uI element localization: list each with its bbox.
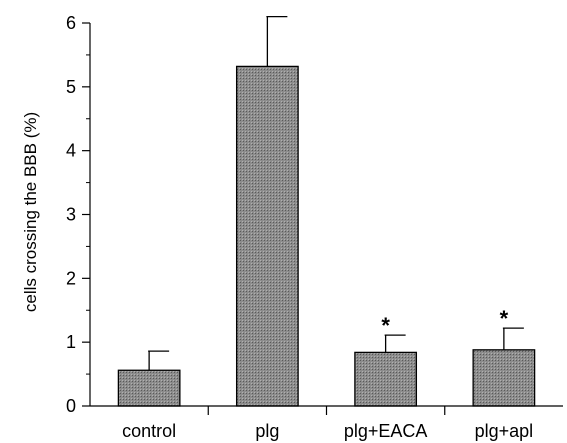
significance-marker: * xyxy=(500,306,509,331)
y-tick-label: 0 xyxy=(66,396,76,416)
significance-marker: * xyxy=(381,313,390,338)
x-category-label: control xyxy=(122,421,176,441)
x-category-label: plg xyxy=(255,421,279,441)
x-category-label: plg+EACA xyxy=(344,421,428,441)
bars: * * xyxy=(117,15,536,407)
bar-3 xyxy=(354,351,418,407)
y-tick-label: 4 xyxy=(66,141,76,161)
y-tick-label: 5 xyxy=(66,77,76,97)
y-axis-title: cells crossing the BBB (%) xyxy=(21,112,40,312)
bar-2 xyxy=(235,65,299,407)
y-tick-label: 2 xyxy=(66,268,76,288)
y-tick-label: 1 xyxy=(66,332,76,352)
axes: 0 1 2 3 4 5 6 control plg plg+EACA plg+apl xyxy=(66,13,563,441)
y-tick-label: 6 xyxy=(66,13,76,33)
x-category-label: plg+apl xyxy=(475,421,534,441)
bar-1 xyxy=(117,369,181,407)
bar-4 xyxy=(472,349,536,407)
y-tick-label: 3 xyxy=(66,205,76,225)
